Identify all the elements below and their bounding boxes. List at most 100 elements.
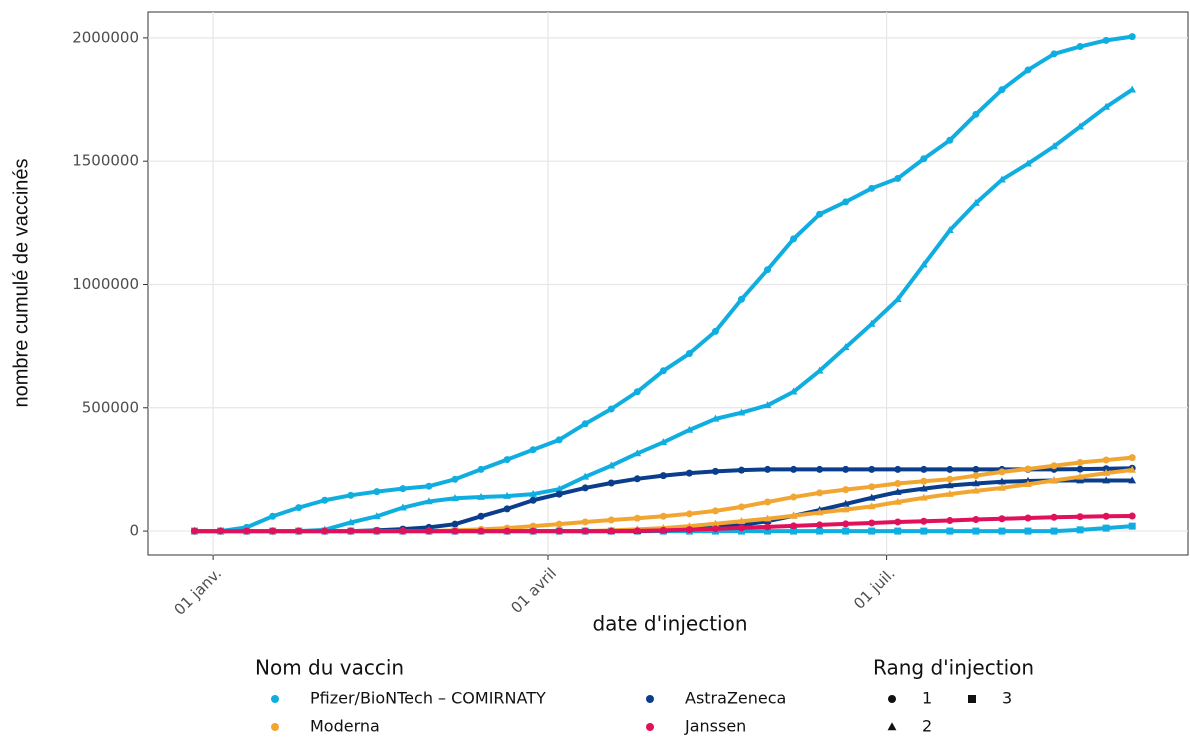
x-tick-label: 01 avril (507, 564, 560, 617)
point (711, 525, 719, 533)
point (685, 526, 693, 534)
point (763, 514, 772, 522)
point (321, 496, 329, 504)
legend-swatch (888, 695, 896, 703)
point (1024, 159, 1032, 167)
point (737, 408, 746, 416)
point (477, 492, 485, 500)
point (946, 465, 954, 473)
point (685, 469, 693, 477)
point (529, 496, 537, 504)
point (555, 484, 564, 492)
point (841, 343, 850, 351)
point (633, 514, 641, 522)
point (841, 499, 850, 507)
point (711, 327, 719, 335)
point (842, 465, 850, 473)
point (737, 503, 745, 511)
point (607, 516, 615, 524)
point (868, 483, 876, 491)
legend-label: Moderna (310, 717, 380, 736)
point (503, 456, 511, 464)
point (1050, 462, 1058, 470)
point (711, 414, 720, 422)
legend-label: 1 (922, 689, 932, 708)
point (503, 491, 511, 499)
point (451, 520, 459, 528)
point (920, 155, 928, 163)
point (841, 505, 850, 513)
point (1102, 468, 1110, 476)
point (919, 484, 928, 492)
point (790, 235, 798, 243)
point (659, 512, 667, 520)
point (607, 461, 616, 469)
y-tick-label: 2000000 (72, 28, 139, 46)
point (269, 527, 277, 535)
color-legend-title: Nom du vaccin (255, 656, 404, 680)
point (1024, 66, 1032, 74)
point (919, 260, 928, 268)
point (633, 388, 641, 396)
point (1128, 454, 1136, 462)
legend-swatch (646, 723, 654, 731)
point (894, 479, 902, 487)
point (1128, 522, 1136, 530)
point (529, 522, 537, 530)
point (372, 512, 381, 520)
point (685, 350, 693, 358)
point (789, 387, 798, 395)
point (529, 489, 537, 497)
point (191, 527, 199, 535)
point (1050, 142, 1058, 150)
point (633, 475, 641, 483)
point (555, 527, 563, 535)
legend-swatch (887, 722, 897, 731)
point (764, 498, 772, 506)
point (894, 518, 902, 526)
point (816, 521, 824, 529)
point (425, 482, 433, 490)
point (477, 527, 485, 535)
legend-label: Pfizer/BioNTech – COMIRNATY (310, 689, 546, 708)
point (946, 475, 954, 483)
point (920, 517, 928, 525)
point (659, 472, 667, 480)
point (998, 468, 1006, 476)
point (477, 465, 485, 473)
point (607, 405, 615, 413)
point (659, 367, 667, 375)
point (972, 515, 980, 523)
point (607, 479, 615, 487)
point (1024, 480, 1032, 488)
point (1102, 476, 1110, 484)
point (1076, 476, 1084, 484)
point (946, 527, 954, 535)
point (790, 465, 798, 473)
point (1076, 459, 1084, 467)
point (1102, 512, 1110, 520)
point (998, 527, 1006, 535)
point (920, 527, 928, 535)
point (894, 527, 902, 535)
point (1024, 527, 1032, 535)
point (737, 295, 745, 303)
y-axis-title: nombre cumulé de vaccinés (10, 158, 32, 407)
point (1128, 476, 1137, 484)
point (946, 516, 954, 524)
point (347, 491, 355, 499)
point (868, 184, 876, 192)
point (764, 527, 772, 535)
point (972, 198, 980, 206)
point (217, 527, 225, 535)
point (867, 493, 876, 501)
point (1102, 36, 1110, 44)
point (998, 483, 1006, 491)
point (790, 527, 798, 535)
point (894, 174, 902, 182)
x-tick-label: 01 janv. (171, 564, 226, 619)
point (451, 475, 459, 483)
point (503, 505, 511, 513)
point (919, 493, 928, 501)
y-tick-label: 0 (129, 522, 139, 540)
